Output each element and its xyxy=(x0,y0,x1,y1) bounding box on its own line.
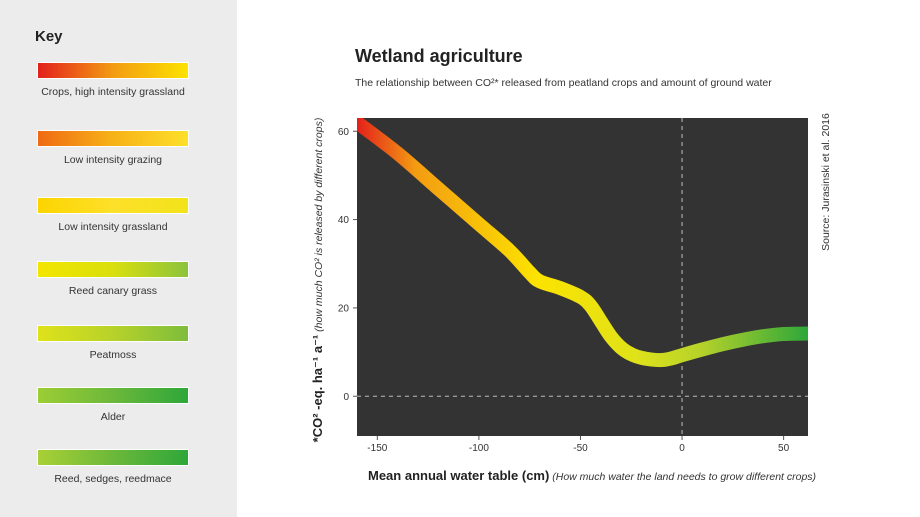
key-title: Key xyxy=(35,28,63,45)
key-swatch xyxy=(37,62,189,79)
y-tick: 40 xyxy=(338,215,357,226)
x-tick: 50 xyxy=(778,436,790,454)
y-tick: 0 xyxy=(343,392,357,403)
y-tick-label: 40 xyxy=(338,215,350,226)
x-tick: -150 xyxy=(367,436,388,454)
key-item: Alder xyxy=(37,387,189,423)
x-tick: -100 xyxy=(469,436,489,454)
key-item: Reed, sedges, reedmace xyxy=(37,449,189,485)
x-axis-label-main: Mean annual water table (cm) xyxy=(368,468,550,483)
key-swatch xyxy=(37,197,189,214)
x-axis-label-note: (How much water the land needs to grow d… xyxy=(552,471,817,483)
key-label: Low intensity grazing xyxy=(63,154,163,166)
x-tick-label: -100 xyxy=(469,443,489,454)
key-label: Low intensity grassland xyxy=(58,221,168,233)
chart-title: Wetland agriculture xyxy=(355,46,523,66)
key-swatch xyxy=(37,130,189,147)
key-label: Peatmoss xyxy=(89,349,137,361)
key-item: Peatmoss xyxy=(37,325,189,361)
y-tick-label: 0 xyxy=(343,392,349,403)
key-label: Crops, high intensity grassland xyxy=(41,86,185,98)
x-tick-label: -50 xyxy=(573,443,588,454)
key-swatch xyxy=(37,261,189,278)
chart-subtitle: The relationship between CO²* released f… xyxy=(355,77,772,89)
key-swatch xyxy=(37,449,189,466)
x-tick-label: 0 xyxy=(679,443,685,454)
x-tick: 0 xyxy=(679,436,685,454)
key-swatch xyxy=(37,387,189,404)
key-label: Reed, sedges, reedmace xyxy=(54,473,172,485)
x-tick: -50 xyxy=(573,436,588,454)
x-tick-label: -150 xyxy=(367,443,387,454)
key-item: Crops, high intensity grassland xyxy=(37,62,189,98)
plot-area xyxy=(357,118,808,436)
co2-curve xyxy=(357,118,808,368)
key-label: Reed canary grass xyxy=(68,285,158,297)
y-tick: 20 xyxy=(338,303,357,314)
key-item: Reed canary grass xyxy=(37,261,189,297)
key-swatch xyxy=(37,325,189,342)
key-panel: Key Crops, high intensity grassland Low i… xyxy=(0,0,237,517)
key-item: Low intensity grassland xyxy=(37,197,189,233)
key-item: Low intensity grazing xyxy=(37,130,189,166)
x-tick-label: 50 xyxy=(778,443,790,454)
y-tick: 60 xyxy=(338,127,357,138)
x-axis-label: Mean annual water table (cm) (How much w… xyxy=(368,468,816,483)
key-label: Alder xyxy=(100,411,126,423)
y-tick-label: 20 xyxy=(338,303,350,314)
y-tick-label: 60 xyxy=(338,127,350,138)
